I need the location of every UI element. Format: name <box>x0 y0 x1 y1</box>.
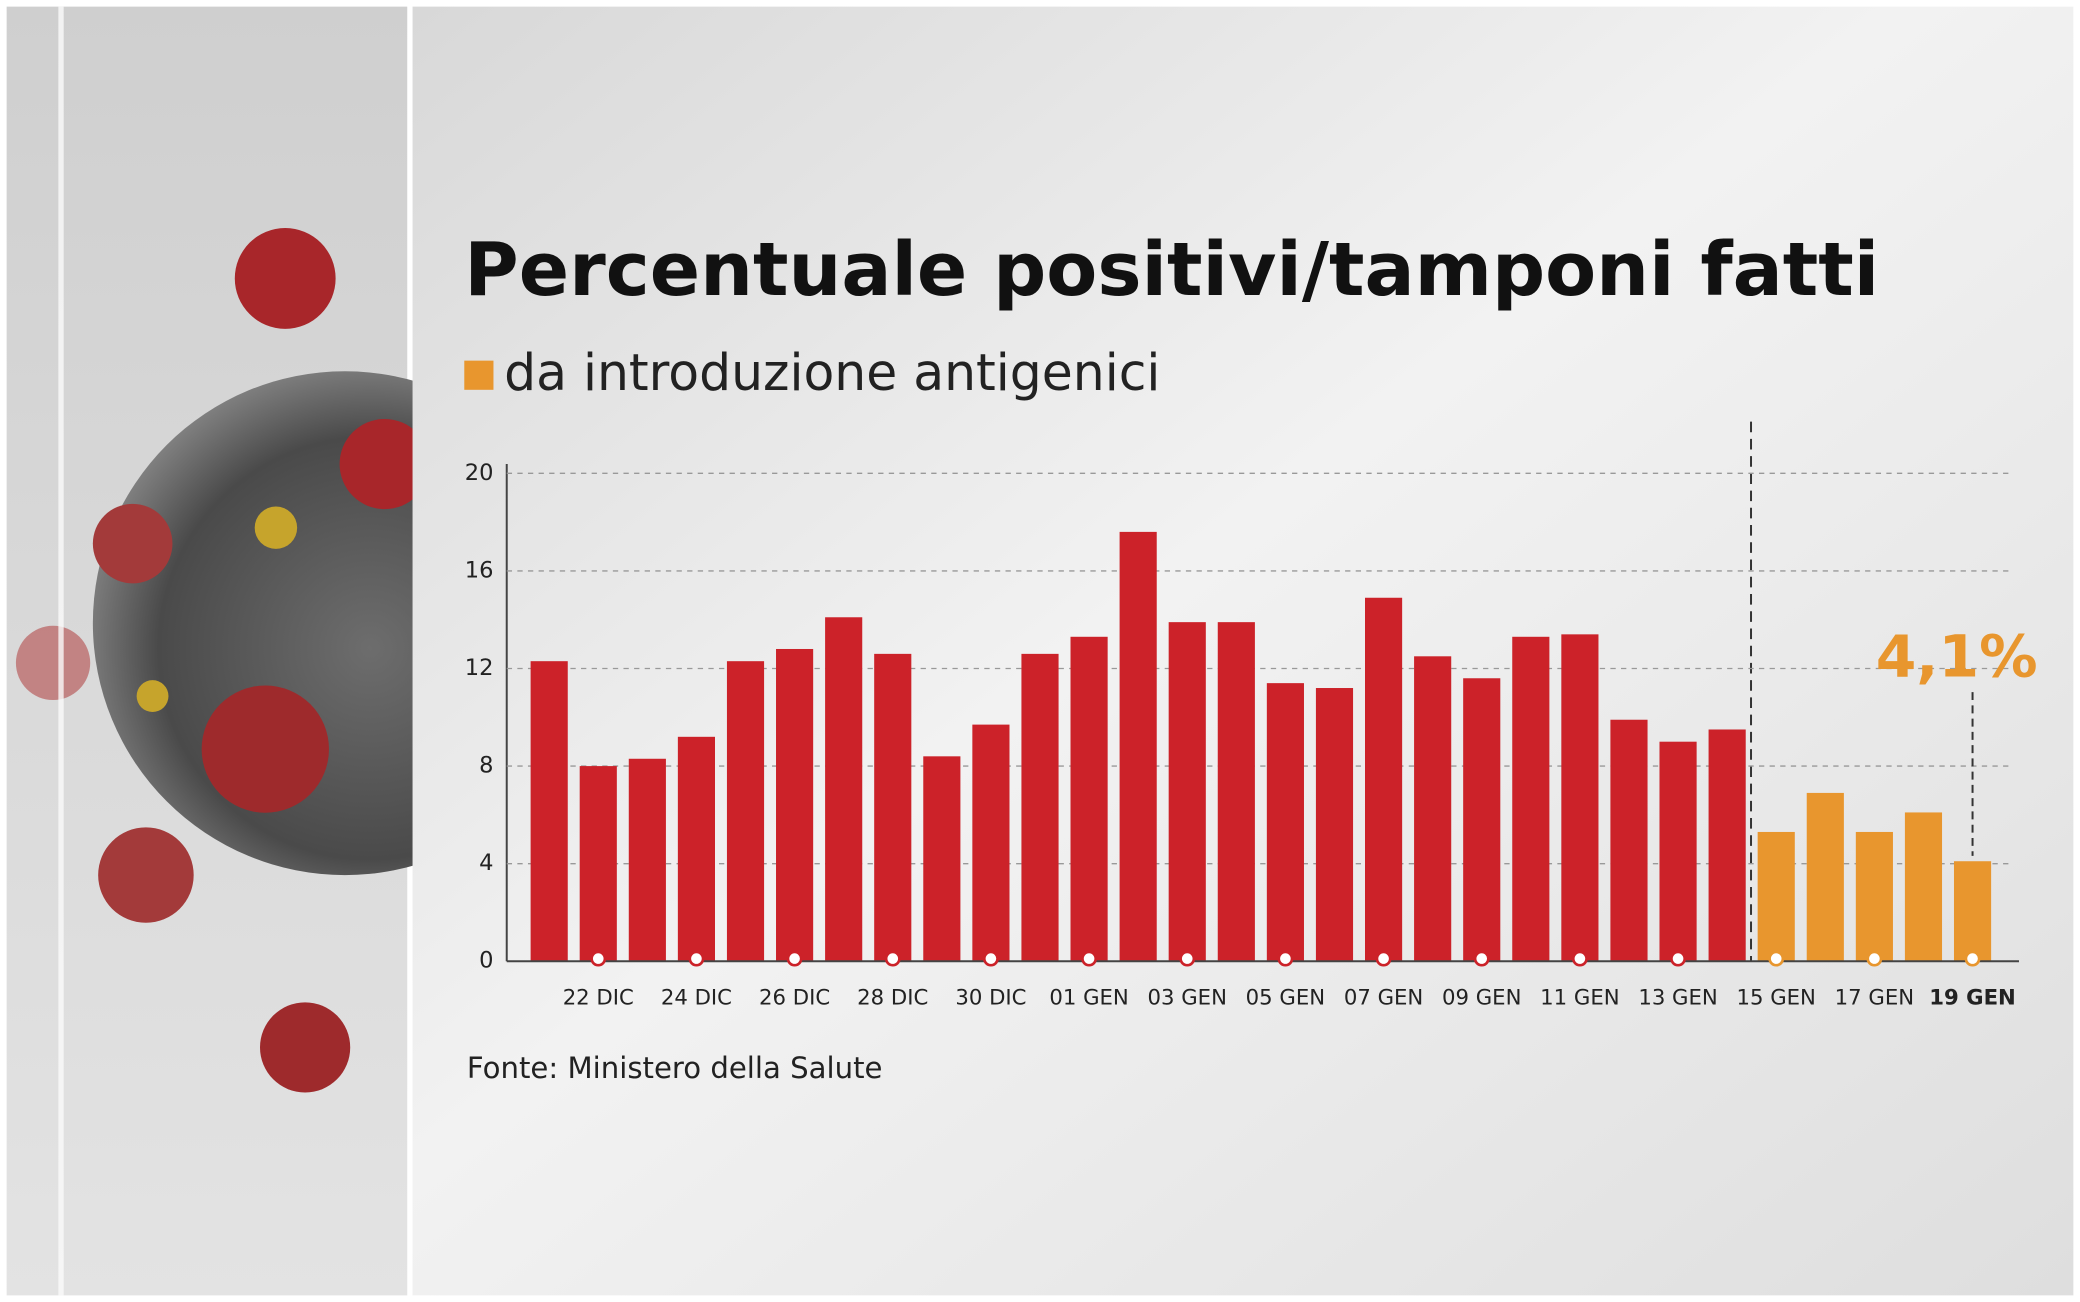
date-marker <box>1964 950 1981 967</box>
bar <box>726 661 765 962</box>
date-marker <box>982 950 999 967</box>
x-tick-label: 01 GEN <box>1049 985 1128 1010</box>
x-tick-label: 09 GEN <box>1442 985 1521 1010</box>
bar <box>1659 741 1697 962</box>
y-tick-label: 16 <box>465 557 494 583</box>
date-marker <box>590 950 607 967</box>
bar <box>1217 622 1255 962</box>
bar <box>1119 531 1157 962</box>
date-marker <box>1670 950 1687 967</box>
y-tick-label: 0 <box>479 948 493 974</box>
date-marker <box>1375 950 1392 967</box>
x-tick-label: 19 GEN <box>1929 985 2016 1010</box>
date-marker <box>1571 950 1588 967</box>
date-marker <box>1768 950 1785 967</box>
x-tick-label: 15 GEN <box>1737 985 1816 1010</box>
date-marker <box>786 950 803 967</box>
bar <box>1463 678 1501 962</box>
date-marker <box>1473 950 1490 967</box>
x-tick-label: 28 DIC <box>857 985 928 1010</box>
bar <box>1266 683 1304 962</box>
date-marker <box>1179 950 1196 967</box>
bar <box>1610 719 1648 962</box>
bar <box>1708 729 1746 962</box>
source-note: Fonte: Ministero della Salute <box>467 1051 883 1085</box>
legend-label: da introduzione antigenici <box>504 343 1160 402</box>
y-tick-label: 8 <box>479 753 493 779</box>
x-tick-label: 26 DIC <box>759 985 830 1010</box>
x-tick-label: 03 GEN <box>1148 985 1227 1010</box>
date-marker <box>1866 950 1883 967</box>
y-tick-label: 20 <box>465 460 494 486</box>
x-tick-label: 17 GEN <box>1835 985 1914 1010</box>
bar <box>1904 812 1943 962</box>
bar <box>1561 634 1599 962</box>
bar <box>923 756 961 962</box>
bar <box>677 736 715 962</box>
y-tick-label: 12 <box>465 655 494 681</box>
x-tick-label: 05 GEN <box>1246 985 1325 1010</box>
value-label: 4,1% <box>1876 622 2038 690</box>
x-tick-label: 24 DIC <box>661 985 732 1010</box>
legend-swatch <box>464 360 494 390</box>
bar <box>972 724 1010 962</box>
chart-title: Percentuale positivi/tamponi fatti <box>464 226 1879 313</box>
bar <box>1512 636 1550 962</box>
bar <box>825 617 863 962</box>
bar <box>1315 688 1354 962</box>
bar <box>1855 831 1893 962</box>
bar <box>579 766 617 962</box>
date-marker <box>688 950 705 967</box>
bar <box>628 758 666 962</box>
bar <box>776 648 814 962</box>
bar <box>1365 597 1403 962</box>
bar <box>1806 792 1844 962</box>
x-tick-label: 22 DIC <box>563 985 634 1010</box>
bar <box>1021 653 1059 962</box>
bar <box>1414 656 1452 962</box>
bar <box>1070 636 1108 962</box>
x-tick-label: 07 GEN <box>1344 985 1423 1010</box>
bar <box>874 653 912 962</box>
date-marker <box>1081 950 1098 967</box>
side-image <box>6 6 597 1296</box>
x-tick-label: 30 DIC <box>955 985 1026 1010</box>
bar <box>1168 622 1206 962</box>
x-tick-label: 13 GEN <box>1638 985 1717 1010</box>
bar <box>530 661 568 962</box>
date-marker <box>884 950 901 967</box>
y-tick-label: 4 <box>479 850 493 876</box>
date-marker <box>1277 950 1294 967</box>
bar <box>1953 861 1992 962</box>
bar <box>1757 831 1795 962</box>
x-tick-label: 11 GEN <box>1540 985 1619 1010</box>
